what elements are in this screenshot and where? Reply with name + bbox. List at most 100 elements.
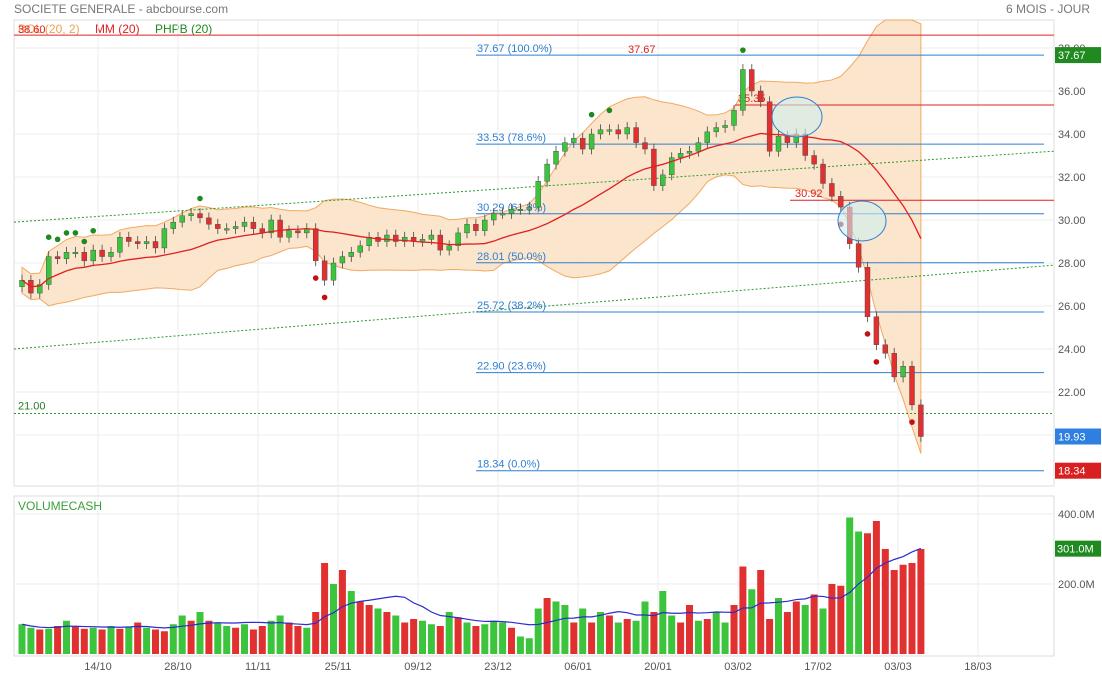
candle-body <box>126 236 132 242</box>
fibonacci-label: 18.34 (0.0%) <box>477 459 540 471</box>
candle-body <box>321 260 328 281</box>
volume-bar <box>267 620 275 654</box>
price-panel-frame <box>13 19 1055 487</box>
candle-body <box>161 228 168 249</box>
candle-body <box>170 221 177 229</box>
x-tick-label: 18/03 <box>964 661 992 673</box>
candle-body <box>99 249 105 257</box>
moving-average-line <box>21 132 922 288</box>
phpb-high-dot <box>90 227 96 234</box>
candle-body <box>268 219 274 234</box>
candle-body <box>891 353 897 378</box>
candle-body <box>731 110 737 126</box>
candle-body <box>499 213 506 216</box>
volume-last-tag: 301.0M <box>1057 544 1094 556</box>
volume-bar <box>819 608 827 654</box>
volume-bar <box>899 564 907 654</box>
volume-bar <box>846 517 854 654</box>
volume-bar <box>152 629 159 654</box>
volume-title: VOLUMECASH <box>18 499 102 513</box>
volume-bar <box>499 622 507 654</box>
candle-body <box>250 221 257 229</box>
candle-body <box>722 125 728 128</box>
fibonacci-label: 37.67 (100.0%) <box>477 43 552 55</box>
volume-bar <box>347 591 355 654</box>
phpb-high-dot <box>740 47 746 53</box>
candle-body <box>900 366 906 378</box>
volume-bar <box>419 620 426 654</box>
volume-bar <box>864 533 871 654</box>
volume-bar <box>597 612 604 654</box>
candle-body <box>562 142 568 152</box>
volume-bar <box>490 620 498 654</box>
candle-body <box>642 142 648 150</box>
phpb-low-dot <box>909 419 915 425</box>
volume-bar <box>801 605 809 654</box>
period-label[interactable]: 6 MOIS - JOUR <box>1005 2 1090 16</box>
low-price-tag-bg <box>1055 462 1101 479</box>
x-tick-label: 20/01 <box>644 661 672 673</box>
y-tick-label: 26.00 <box>1058 301 1086 313</box>
volume-bar <box>828 584 836 654</box>
volume-bar <box>18 624 26 654</box>
volume-bar <box>134 622 142 654</box>
candle-body <box>384 234 390 242</box>
candle-body <box>393 234 399 242</box>
fibonacci-label: 28.01 (50.0%) <box>477 251 546 263</box>
candle-body <box>206 217 212 225</box>
volume-bar <box>374 608 382 654</box>
candle-body <box>339 256 346 264</box>
channel-upper-line <box>13 150 1055 223</box>
volume-bar <box>383 612 391 654</box>
candle-body <box>633 127 639 143</box>
candle-body <box>517 209 524 211</box>
candle-body <box>820 163 826 184</box>
candle-body <box>909 366 915 406</box>
volume-bar <box>80 628 88 654</box>
chart-title: SOCIETE GENERALE - abcbourse.com <box>14 2 229 16</box>
bollinger-band <box>21 19 922 454</box>
candle-body <box>143 241 150 244</box>
candle-body <box>740 69 746 111</box>
volume-bar <box>125 626 133 654</box>
volume-bar <box>837 585 845 654</box>
volume-bar <box>757 570 765 654</box>
volume-bar <box>632 620 640 654</box>
volume-bar <box>454 617 462 654</box>
volume-bar <box>783 612 791 654</box>
candle-body <box>660 174 666 186</box>
candle-body <box>713 127 719 133</box>
volume-bar <box>401 622 409 654</box>
volume-bar <box>792 601 800 654</box>
fibonacci-label: 33.53 (78.6%) <box>477 132 546 144</box>
volume-bar <box>392 615 400 654</box>
volume-bar <box>303 627 311 654</box>
volume-average-line <box>21 547 922 629</box>
level-label: 37.67 <box>628 44 656 56</box>
phpb-high-dot <box>45 234 52 240</box>
phpb-high-dot <box>588 111 595 118</box>
volume-bar <box>71 626 79 654</box>
volume-bar <box>27 627 35 654</box>
volume-bar <box>241 624 248 654</box>
x-tick-label: 17/02 <box>804 661 832 673</box>
phpb-high-dot <box>81 238 88 245</box>
volume-bar <box>730 605 738 654</box>
fibonacci-label: 22.90 (23.6%) <box>477 361 546 373</box>
candle-body <box>526 206 532 210</box>
x-tick-label: 11/11 <box>245 661 271 673</box>
volume-bar <box>570 622 578 654</box>
volume-bar <box>881 549 889 654</box>
high-price-tag: 37.67 <box>1058 50 1086 62</box>
y-tick-label: 36.00 <box>1058 86 1086 98</box>
candle-body <box>295 230 301 234</box>
candle-body <box>686 150 693 154</box>
phpb-low-dot <box>321 294 328 301</box>
candle-body <box>482 219 488 231</box>
volume-bar <box>98 629 106 654</box>
candle-body <box>669 157 675 176</box>
volume-bar <box>605 615 613 654</box>
candle-body <box>134 241 141 244</box>
candle-body <box>63 252 70 259</box>
